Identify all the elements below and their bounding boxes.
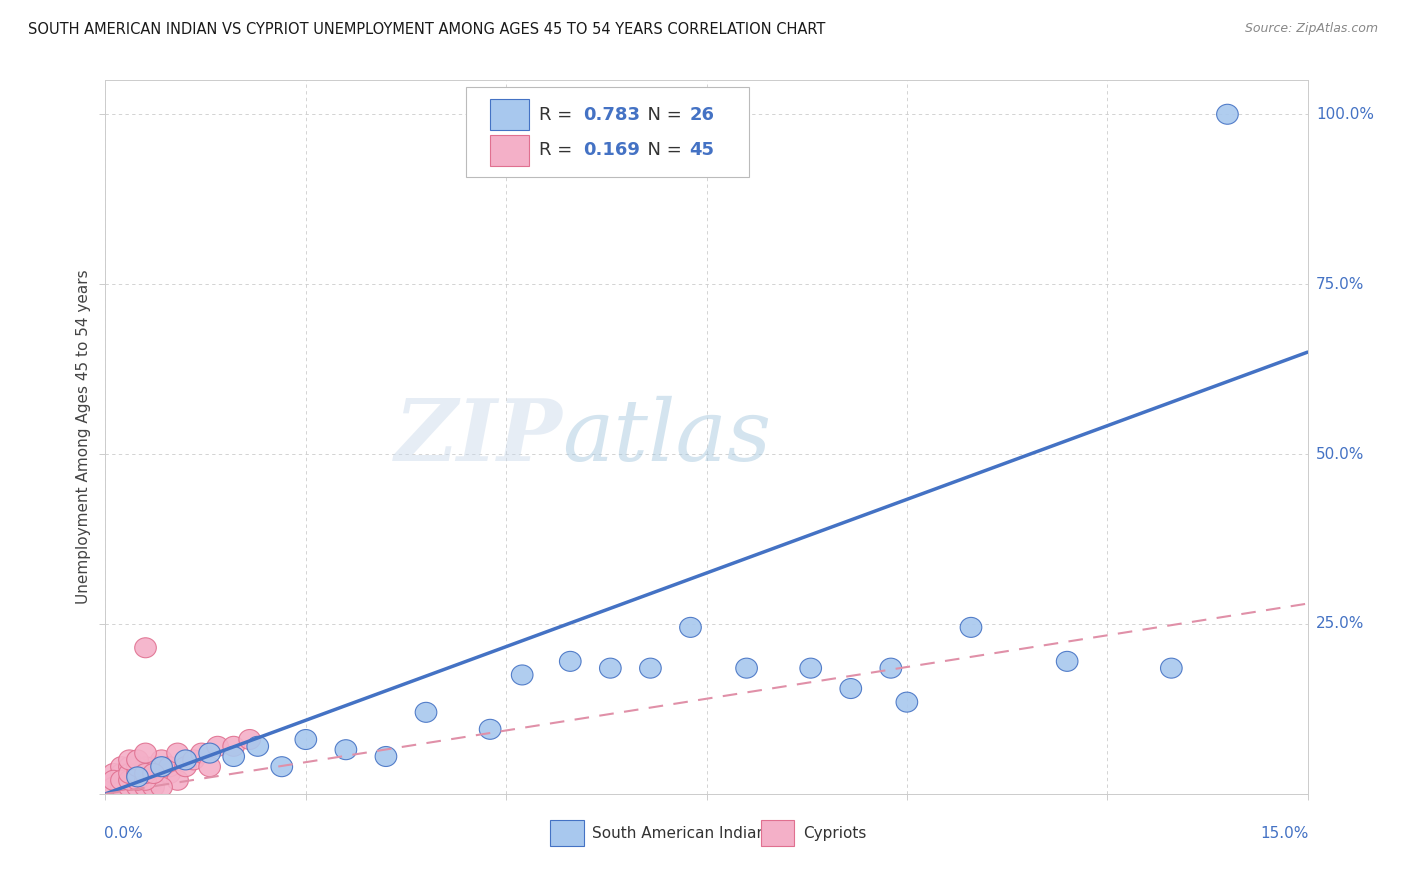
Ellipse shape bbox=[679, 617, 702, 638]
Text: 0.783: 0.783 bbox=[582, 105, 640, 123]
Ellipse shape bbox=[183, 750, 204, 770]
Ellipse shape bbox=[735, 658, 758, 678]
Ellipse shape bbox=[118, 771, 141, 790]
Text: 50.0%: 50.0% bbox=[1316, 447, 1364, 461]
Text: R =: R = bbox=[540, 141, 578, 159]
Ellipse shape bbox=[143, 756, 165, 777]
Ellipse shape bbox=[135, 743, 156, 763]
Ellipse shape bbox=[800, 658, 821, 678]
Text: SOUTH AMERICAN INDIAN VS CYPRIOT UNEMPLOYMENT AMONG AGES 45 TO 54 YEARS CORRELAT: SOUTH AMERICAN INDIAN VS CYPRIOT UNEMPLO… bbox=[28, 22, 825, 37]
Ellipse shape bbox=[127, 771, 148, 790]
Text: Source: ZipAtlas.com: Source: ZipAtlas.com bbox=[1244, 22, 1378, 36]
Text: 26: 26 bbox=[690, 105, 714, 123]
Ellipse shape bbox=[167, 743, 188, 763]
Ellipse shape bbox=[640, 658, 661, 678]
Ellipse shape bbox=[1160, 658, 1182, 678]
Text: South American Indians: South American Indians bbox=[592, 826, 775, 840]
Ellipse shape bbox=[150, 764, 173, 783]
Ellipse shape bbox=[247, 736, 269, 756]
Ellipse shape bbox=[111, 756, 132, 777]
FancyBboxPatch shape bbox=[761, 821, 794, 846]
Ellipse shape bbox=[167, 771, 188, 790]
Ellipse shape bbox=[127, 764, 148, 783]
FancyBboxPatch shape bbox=[465, 87, 748, 177]
Text: N =: N = bbox=[636, 105, 688, 123]
Ellipse shape bbox=[191, 743, 212, 763]
Text: 25.0%: 25.0% bbox=[1316, 616, 1364, 632]
Ellipse shape bbox=[111, 771, 132, 790]
Text: ZIP: ZIP bbox=[395, 395, 562, 479]
Ellipse shape bbox=[335, 739, 357, 760]
Ellipse shape bbox=[479, 719, 501, 739]
Ellipse shape bbox=[118, 756, 141, 777]
Y-axis label: Unemployment Among Ages 45 to 54 years: Unemployment Among Ages 45 to 54 years bbox=[76, 269, 91, 605]
Ellipse shape bbox=[880, 658, 901, 678]
Ellipse shape bbox=[127, 771, 148, 790]
Ellipse shape bbox=[1216, 104, 1239, 124]
Ellipse shape bbox=[159, 764, 180, 783]
Ellipse shape bbox=[143, 764, 165, 783]
Ellipse shape bbox=[135, 764, 156, 783]
Ellipse shape bbox=[127, 764, 148, 783]
Ellipse shape bbox=[135, 638, 156, 657]
Ellipse shape bbox=[207, 736, 228, 756]
Ellipse shape bbox=[118, 750, 141, 770]
Ellipse shape bbox=[150, 750, 173, 770]
Ellipse shape bbox=[135, 777, 156, 797]
Text: 0.169: 0.169 bbox=[582, 141, 640, 159]
Ellipse shape bbox=[127, 767, 148, 787]
Ellipse shape bbox=[143, 771, 165, 790]
Text: 15.0%: 15.0% bbox=[1260, 826, 1309, 841]
Ellipse shape bbox=[239, 730, 260, 749]
Text: 100.0%: 100.0% bbox=[1316, 107, 1374, 122]
Ellipse shape bbox=[143, 777, 165, 797]
Ellipse shape bbox=[224, 747, 245, 766]
Ellipse shape bbox=[127, 777, 148, 797]
Text: 0.0%: 0.0% bbox=[104, 826, 143, 841]
Ellipse shape bbox=[271, 756, 292, 777]
Ellipse shape bbox=[103, 764, 124, 783]
Ellipse shape bbox=[135, 756, 156, 777]
Text: 75.0%: 75.0% bbox=[1316, 277, 1364, 292]
FancyBboxPatch shape bbox=[491, 135, 529, 166]
Ellipse shape bbox=[159, 756, 180, 777]
Ellipse shape bbox=[599, 658, 621, 678]
Ellipse shape bbox=[375, 747, 396, 766]
Ellipse shape bbox=[127, 756, 148, 777]
Ellipse shape bbox=[295, 730, 316, 749]
Ellipse shape bbox=[118, 764, 141, 783]
Ellipse shape bbox=[118, 771, 141, 790]
Ellipse shape bbox=[198, 756, 221, 777]
Ellipse shape bbox=[135, 771, 156, 790]
Ellipse shape bbox=[118, 777, 141, 797]
Ellipse shape bbox=[224, 736, 245, 756]
Ellipse shape bbox=[150, 777, 173, 797]
FancyBboxPatch shape bbox=[550, 821, 583, 846]
FancyBboxPatch shape bbox=[491, 99, 529, 130]
Text: atlas: atlas bbox=[562, 396, 772, 478]
Text: 45: 45 bbox=[690, 141, 714, 159]
Ellipse shape bbox=[1056, 651, 1078, 672]
Ellipse shape bbox=[839, 679, 862, 698]
Ellipse shape bbox=[103, 771, 124, 790]
Ellipse shape bbox=[960, 617, 981, 638]
Ellipse shape bbox=[896, 692, 918, 712]
Ellipse shape bbox=[135, 764, 156, 783]
Ellipse shape bbox=[198, 743, 221, 763]
Ellipse shape bbox=[415, 702, 437, 723]
Ellipse shape bbox=[127, 750, 148, 770]
Ellipse shape bbox=[174, 756, 197, 777]
Ellipse shape bbox=[150, 756, 173, 777]
Ellipse shape bbox=[174, 750, 197, 770]
Text: Cypriots: Cypriots bbox=[803, 826, 866, 840]
Ellipse shape bbox=[512, 665, 533, 685]
Text: N =: N = bbox=[636, 141, 688, 159]
Text: R =: R = bbox=[540, 105, 578, 123]
Ellipse shape bbox=[111, 764, 132, 783]
Ellipse shape bbox=[111, 777, 132, 797]
Ellipse shape bbox=[103, 777, 124, 797]
Ellipse shape bbox=[560, 651, 581, 672]
